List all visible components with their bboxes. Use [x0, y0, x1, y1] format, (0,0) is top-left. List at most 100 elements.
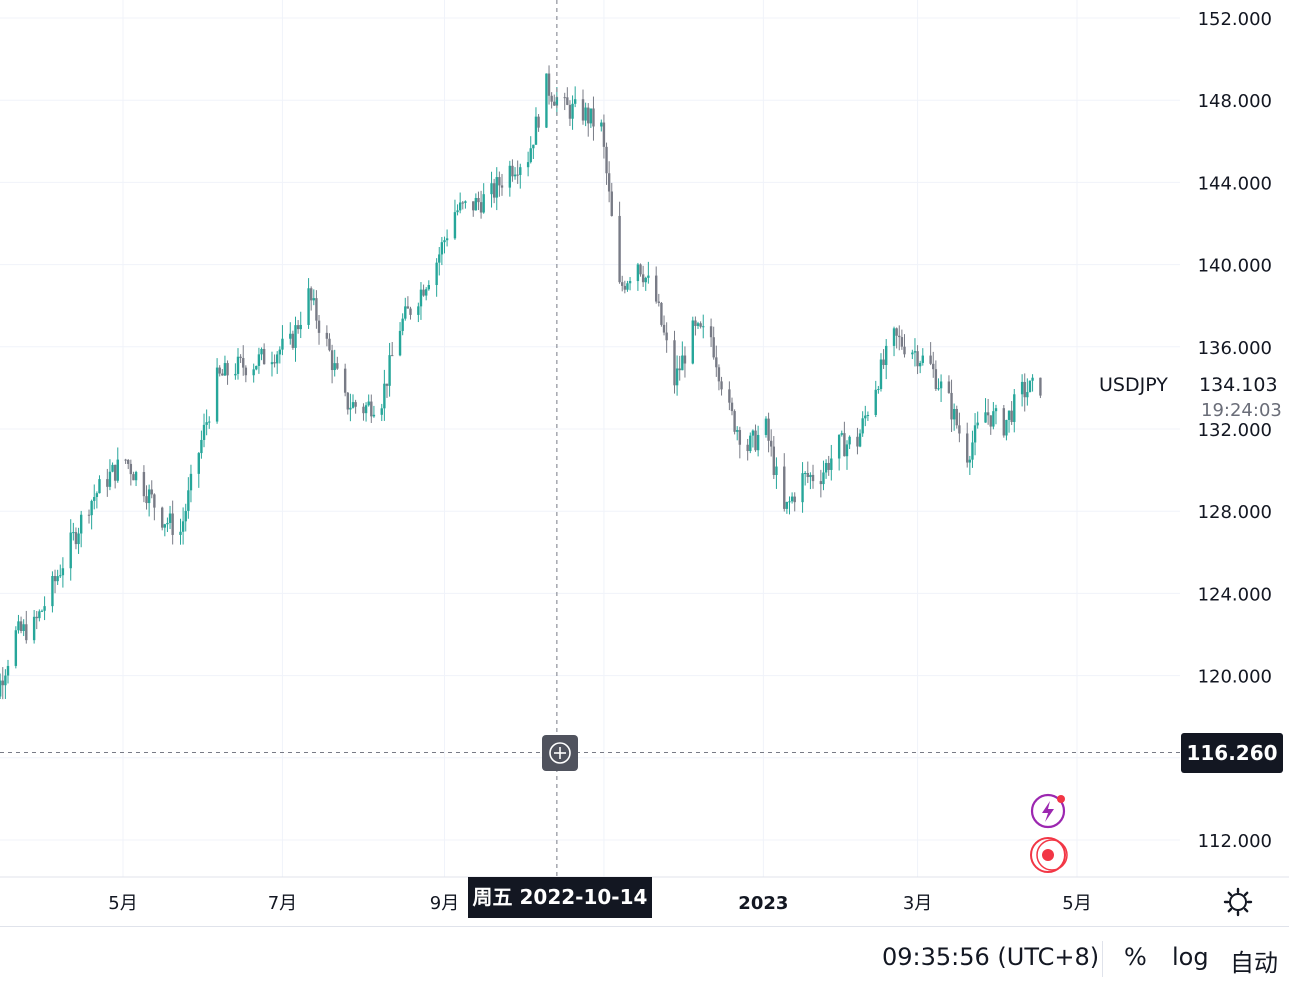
candle-body	[994, 408, 998, 412]
y-tick-label: 140.000	[1198, 256, 1272, 277]
candle-body	[111, 464, 114, 472]
candle-body	[187, 490, 190, 511]
candle-body	[728, 389, 731, 403]
candle-body	[986, 412, 990, 416]
candle-body	[474, 197, 478, 211]
candle-body	[223, 363, 227, 376]
candle-body	[307, 288, 310, 325]
record-icon[interactable]	[1028, 836, 1070, 874]
clock-timezone[interactable]: 09:35:56 (UTC+8)	[882, 943, 1100, 971]
candle-body	[772, 446, 776, 476]
candle-body	[443, 240, 446, 243]
candle-body	[553, 101, 556, 106]
candle-body	[43, 606, 46, 611]
candle-body	[477, 197, 480, 203]
candle-body	[312, 298, 315, 301]
candle-body	[508, 165, 512, 188]
candle-body	[618, 215, 621, 283]
candle-body	[422, 289, 425, 296]
add-alert-button[interactable]	[542, 735, 578, 771]
y-tick-label: 152.000	[1198, 9, 1272, 30]
candle-body	[992, 411, 995, 427]
candle-body	[738, 430, 742, 445]
candle-body	[626, 283, 629, 290]
candle-body	[343, 368, 347, 393]
candle-body	[952, 408, 956, 420]
candle-body	[879, 359, 883, 390]
auto-scale-toggle[interactable]: 自动	[1230, 949, 1278, 977]
candle-body	[709, 326, 713, 338]
candle-body	[419, 289, 423, 307]
candle-body	[563, 97, 566, 99]
candle-body	[1007, 410, 1011, 420]
candle-body	[783, 466, 786, 509]
candle-body	[929, 355, 932, 364]
candle-body	[163, 524, 167, 528]
candle-body	[600, 122, 603, 127]
candle-body	[74, 532, 78, 545]
candle-body	[861, 418, 864, 434]
candle-body	[218, 367, 221, 374]
candle-body	[581, 99, 585, 121]
candle-body	[142, 472, 146, 497]
candle-body	[472, 201, 475, 211]
candle-body	[262, 348, 266, 365]
log-scale-toggle[interactable]: log	[1172, 943, 1209, 971]
candle-body	[947, 381, 951, 393]
x-tick-label: 5月	[1062, 893, 1091, 914]
candle-body	[61, 568, 65, 576]
candle-body	[662, 324, 666, 333]
candle-body	[811, 474, 815, 482]
candle-body	[161, 507, 164, 528]
candle-body	[657, 301, 661, 303]
candle-body	[892, 328, 896, 346]
y-tick-label: 132.000	[1198, 420, 1272, 441]
candle-body	[900, 337, 904, 347]
candle-body	[715, 357, 718, 368]
candle-body	[921, 355, 924, 363]
candle-body	[179, 531, 182, 535]
lightning-icon[interactable]	[1030, 792, 1068, 830]
candle-body	[885, 345, 888, 366]
candle-body	[72, 532, 75, 534]
y-tick-label: 120.000	[1198, 667, 1272, 688]
candle-body	[202, 424, 206, 440]
candle-body	[372, 414, 376, 417]
candle-body	[1010, 410, 1013, 422]
candle-body	[106, 479, 109, 487]
candle-body	[95, 493, 99, 498]
candle-body	[364, 405, 368, 414]
candle-body	[696, 323, 700, 326]
gear-icon[interactable]	[1222, 886, 1254, 918]
candle-body	[205, 422, 208, 425]
candle-body	[127, 459, 130, 464]
candle-body	[461, 202, 464, 204]
candle-body	[678, 368, 681, 371]
candle-body	[968, 459, 972, 463]
candle-body	[38, 611, 41, 619]
candle-body	[197, 453, 200, 474]
candle-body	[736, 430, 739, 432]
symbol-label: USDJPY	[1099, 374, 1168, 396]
candle-body	[153, 494, 156, 508]
candle-body	[877, 389, 880, 391]
candle-body	[427, 285, 431, 290]
candle-body	[971, 442, 974, 460]
grid-lines	[0, 0, 1289, 878]
candle-body	[516, 174, 519, 176]
candle-body	[918, 362, 922, 367]
chart-area[interactable]: 112.000116.000120.000124.000128.000132.0…	[0, 0, 1289, 926]
candle-body	[56, 576, 59, 582]
candle-body	[756, 434, 760, 451]
candle-body	[529, 148, 532, 163]
candle-body	[840, 433, 843, 435]
candle-body	[1031, 377, 1034, 381]
candle-body	[555, 97, 559, 106]
percent-scale-toggle[interactable]: %	[1124, 943, 1147, 971]
candle-body	[683, 355, 687, 364]
candle-body	[189, 473, 193, 491]
candle-body	[490, 183, 493, 195]
crosshair-date-tag: 周五 2022-10-14	[468, 877, 652, 918]
candle-body	[69, 532, 72, 569]
candle-body	[299, 324, 302, 330]
